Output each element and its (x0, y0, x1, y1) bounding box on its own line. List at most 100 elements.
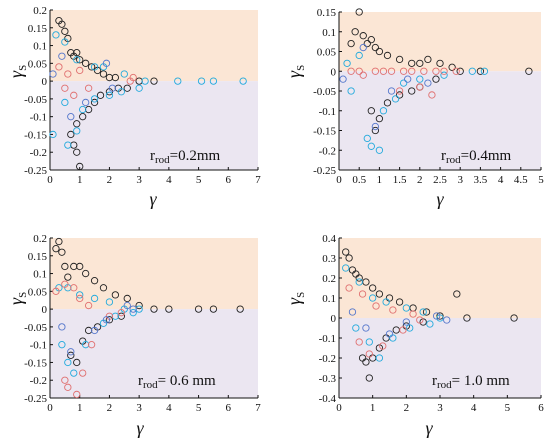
x-tick-label: 1.5 (393, 174, 407, 186)
y-tick-label: 0.1 (33, 41, 47, 53)
data-point (209, 305, 218, 313)
data-point (55, 237, 63, 246)
negative-band (50, 81, 258, 170)
x-axis-label: γ (425, 418, 433, 438)
data-point (395, 55, 404, 64)
data-point (61, 262, 69, 271)
data-point (105, 91, 114, 99)
data-point (416, 75, 424, 83)
data-point (84, 301, 93, 310)
x-tick-label: 1 (77, 174, 83, 186)
data-point (61, 38, 69, 46)
data-point (408, 67, 416, 75)
data-point (379, 342, 387, 350)
data-point (70, 262, 78, 271)
x-axis-label: γ (136, 418, 144, 438)
data-point (395, 91, 404, 99)
data-point (111, 291, 120, 299)
data-point (236, 305, 244, 313)
series-blue (339, 43, 432, 131)
data-point (129, 73, 137, 82)
x-tick-label: 5 (196, 174, 202, 186)
data-point (64, 358, 72, 367)
data-point (117, 312, 125, 320)
x-tick-label: 7 (255, 174, 261, 186)
x-tick-label: 0 (336, 174, 342, 186)
data-point (402, 304, 410, 312)
data-point (105, 73, 114, 82)
data-point (443, 316, 451, 324)
annotation-main: r (441, 148, 446, 164)
data-point (197, 77, 206, 85)
y-axis-label-sub: S (17, 292, 29, 298)
data-point (385, 330, 394, 338)
data-point (90, 294, 99, 303)
data-point (165, 305, 173, 313)
x-tick-label: 1 (377, 174, 383, 186)
y-tick-label: 0.1 (322, 293, 336, 305)
data-point (371, 122, 380, 131)
series-cyan (343, 51, 489, 154)
radius-annotation: rrod= 1.0 mm (432, 373, 510, 391)
data-point (404, 75, 412, 83)
data-point (348, 308, 357, 316)
x-tick-label: 4 (166, 174, 172, 186)
data-point (420, 67, 428, 75)
data-point (117, 309, 125, 317)
y-tick-label: 0.05 (28, 58, 48, 70)
data-point (409, 310, 417, 318)
data-point (90, 326, 99, 335)
x-tick-label: 1 (370, 402, 376, 414)
y-axis-label: γS (6, 292, 29, 305)
data-point (379, 67, 388, 75)
data-point (424, 55, 432, 64)
x-tick-label: 0.5 (352, 174, 366, 186)
data-point (90, 98, 99, 107)
data-point (436, 59, 444, 67)
y-tick-label: 0.15 (28, 23, 48, 35)
series-black (55, 17, 158, 171)
positive-band (339, 238, 541, 318)
data-point (129, 305, 137, 313)
y-tick-label: -0.05 (24, 94, 47, 106)
data-point (365, 374, 373, 382)
x-tick-label: 2 (417, 174, 423, 186)
data-point (345, 284, 353, 292)
data-point (416, 316, 424, 324)
y-tick-label: -0.2 (319, 353, 336, 365)
annotation-value: =0.2mm (170, 148, 221, 164)
data-point (55, 63, 63, 71)
y-tick-label: -0.25 (24, 165, 47, 177)
data-point (383, 51, 392, 60)
data-point (440, 67, 448, 75)
x-tick-label: 2 (404, 402, 410, 414)
y-tick-label: 0.2 (33, 233, 47, 245)
data-point (365, 338, 373, 346)
data-point (58, 323, 66, 331)
y-tick-label: -0.1 (319, 333, 336, 345)
data-point (141, 77, 149, 85)
data-point (79, 105, 87, 114)
data-point (355, 274, 363, 282)
y-tick-label: -0.15 (24, 357, 47, 369)
x-tick-label: 3 (437, 402, 443, 414)
y-axis-label: γS (284, 292, 307, 305)
y-tick-label: -0.2 (30, 147, 47, 159)
data-point (73, 358, 81, 367)
data-point (82, 269, 90, 278)
y-tick-label: -0.3 (319, 373, 337, 385)
data-point (422, 308, 431, 316)
data-point (96, 91, 105, 99)
data-point (194, 305, 203, 313)
series-blue (49, 52, 117, 121)
data-point (105, 316, 114, 324)
data-point (363, 39, 371, 48)
data-point (52, 287, 60, 295)
data-point (58, 341, 66, 349)
y-tick-label: -0.25 (24, 393, 47, 405)
y-tick-label: 0.2 (33, 5, 47, 17)
data-point (123, 301, 131, 310)
data-point (61, 27, 69, 35)
panel-b: 0 0.5 1 1.5 2 2.5 3 3.5 4 4.5 5 -0.25 -0.2 -0.15 -0.1 -… (284, 7, 544, 209)
data-point (399, 67, 408, 75)
